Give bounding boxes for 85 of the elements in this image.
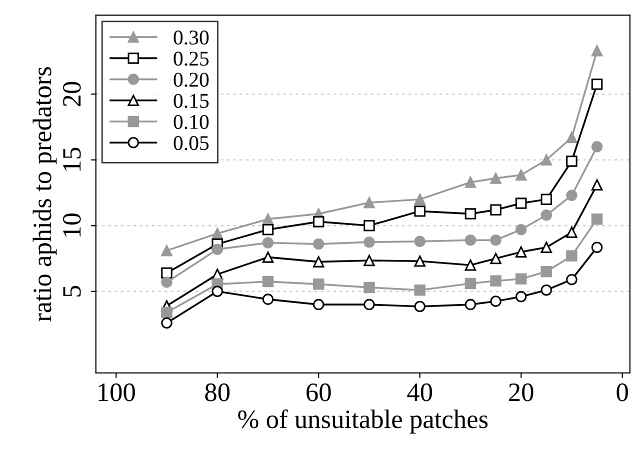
x-tick-label: 0 [616, 383, 628, 402]
point [566, 156, 578, 167]
point [490, 234, 502, 246]
point [414, 194, 426, 205]
y-tick-label: 20 [62, 82, 81, 106]
point [414, 284, 426, 296]
point [540, 266, 552, 278]
legend-label: 0.10 [174, 114, 209, 130]
point [490, 275, 502, 287]
x-tick-label: 60 [306, 383, 331, 402]
point [591, 45, 603, 56]
point [414, 300, 426, 312]
point [464, 176, 476, 188]
point [490, 172, 502, 184]
x-tick-label: 40 [407, 383, 432, 402]
legend-label: 0.05 [174, 136, 209, 150]
point [566, 190, 578, 202]
point [262, 276, 274, 288]
legend-label: 0.15 [174, 94, 209, 108]
point [464, 234, 476, 246]
point [312, 298, 324, 310]
point [591, 213, 603, 225]
point [540, 242, 552, 253]
point [364, 236, 375, 248]
point [566, 274, 578, 286]
point [591, 242, 603, 253]
point [540, 154, 552, 166]
point [566, 250, 578, 262]
point [262, 213, 274, 225]
point [490, 204, 502, 216]
x-tick-label: 100 [98, 383, 135, 402]
point [490, 296, 502, 307]
point [212, 228, 223, 240]
point [161, 276, 172, 288]
point [312, 216, 324, 228]
legend-label: 0.30 [174, 30, 209, 45]
point [262, 294, 274, 305]
point [414, 206, 426, 217]
point [161, 267, 172, 279]
point [566, 132, 578, 144]
point [312, 256, 324, 268]
legend-label: 0.25 [174, 52, 209, 66]
point [490, 252, 502, 264]
point [364, 197, 375, 208]
point [364, 298, 375, 310]
legend-label: 0.20 [174, 72, 209, 87]
y-axis-title: ratio aphids to predators [32, 67, 57, 322]
y-tick-label: 10 [62, 213, 81, 237]
point [312, 238, 324, 250]
point [161, 245, 172, 256]
point [464, 208, 476, 220]
point [591, 179, 603, 190]
x-tick-label: 20 [509, 383, 534, 402]
point [515, 291, 527, 302]
point [414, 236, 426, 248]
point [262, 224, 274, 236]
y-tick-label: 5 [63, 286, 81, 296]
point [161, 306, 172, 318]
point [566, 226, 578, 238]
point [515, 224, 527, 236]
point [212, 286, 223, 298]
point [262, 237, 274, 248]
point [540, 194, 552, 205]
y-tick-label: 15 [63, 148, 81, 171]
x-axis-title: % of unsuitable patches [238, 409, 488, 434]
point [414, 256, 426, 267]
point [312, 278, 324, 290]
point [464, 278, 476, 290]
point [540, 284, 552, 296]
point [464, 298, 476, 310]
x-tick-label: 80 [205, 383, 230, 402]
point [364, 254, 375, 266]
point [364, 282, 375, 294]
point [464, 259, 476, 271]
point [515, 169, 527, 181]
point [515, 198, 527, 209]
point [591, 141, 603, 152]
point [212, 244, 223, 255]
point [262, 252, 274, 263]
point [515, 246, 527, 258]
point [364, 220, 375, 232]
point [540, 210, 552, 221]
point [515, 273, 527, 285]
point [591, 78, 603, 90]
point [161, 317, 172, 329]
